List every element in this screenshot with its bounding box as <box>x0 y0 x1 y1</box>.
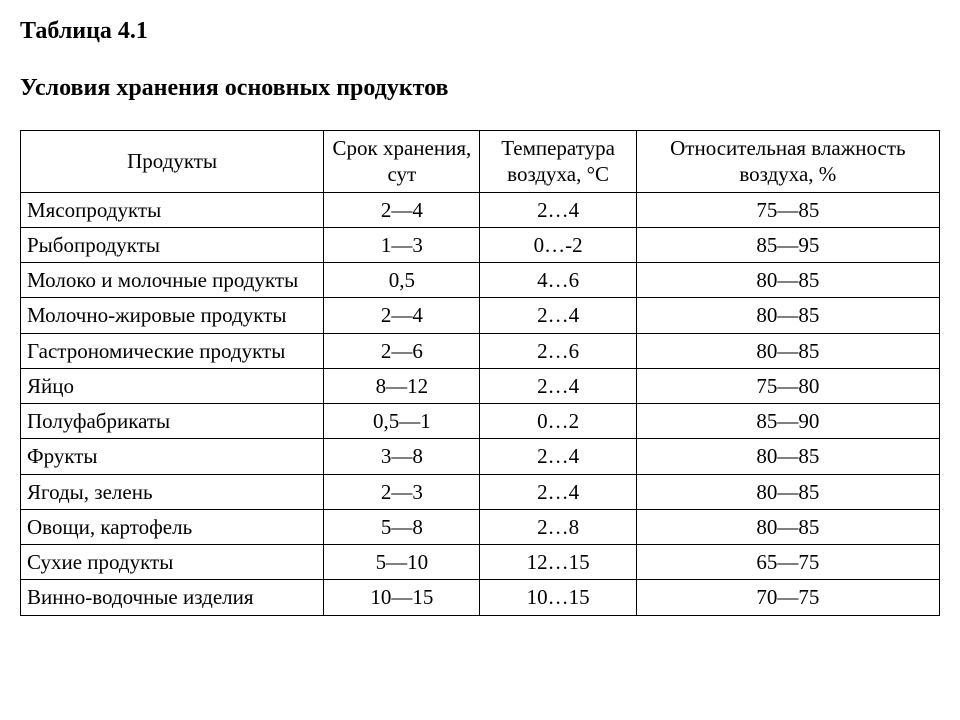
cell-product: Яйцо <box>21 368 324 403</box>
cell-temperature: 4…6 <box>480 263 636 298</box>
cell-product: Рыбопродукты <box>21 227 324 262</box>
cell-temperature: 2…8 <box>480 509 636 544</box>
cell-temperature: 2…4 <box>480 368 636 403</box>
cell-product: Полуфабрикаты <box>21 404 324 439</box>
cell-product: Фрукты <box>21 439 324 474</box>
col-header-product: Продукты <box>21 131 324 193</box>
storage-conditions-table: Продукты Срок хранения, сут Температура … <box>20 130 940 616</box>
cell-temperature: 2…4 <box>480 439 636 474</box>
cell-shelf-life: 8—12 <box>324 368 480 403</box>
table-number-heading: Таблица 4.1 <box>20 18 940 45</box>
cell-product: Молочно-жировые продукты <box>21 298 324 333</box>
cell-product: Мясопродукты <box>21 192 324 227</box>
cell-temperature: 2…4 <box>480 192 636 227</box>
cell-shelf-life: 5—10 <box>324 545 480 580</box>
cell-shelf-life: 10—15 <box>324 580 480 615</box>
cell-humidity: 85—90 <box>636 404 939 439</box>
cell-shelf-life: 2—6 <box>324 333 480 368</box>
cell-shelf-life: 0,5 <box>324 263 480 298</box>
cell-shelf-life: 2—4 <box>324 298 480 333</box>
cell-humidity: 85—95 <box>636 227 939 262</box>
table-header-row: Продукты Срок хранения, сут Температура … <box>21 131 940 193</box>
table-row: Полуфабрикаты0,5—10…285—90 <box>21 404 940 439</box>
table-body: Мясопродукты2—42…475—85Рыбопродукты1—30…… <box>21 192 940 615</box>
table-row: Мясопродукты2—42…475—85 <box>21 192 940 227</box>
cell-product: Овощи, картофель <box>21 509 324 544</box>
table-row: Гастрономические продукты2—62…680—85 <box>21 333 940 368</box>
table-row: Винно-водочные изделия10—1510…1570—75 <box>21 580 940 615</box>
table-row: Молоко и молочные продукты0,54…680—85 <box>21 263 940 298</box>
table-row: Фрукты3—82…480—85 <box>21 439 940 474</box>
cell-humidity: 65—75 <box>636 545 939 580</box>
cell-shelf-life: 2—4 <box>324 192 480 227</box>
table-row: Овощи, картофель5—82…880—85 <box>21 509 940 544</box>
table-row: Сухие продукты5—1012…1565—75 <box>21 545 940 580</box>
cell-temperature: 10…15 <box>480 580 636 615</box>
cell-shelf-life: 1—3 <box>324 227 480 262</box>
cell-humidity: 70—75 <box>636 580 939 615</box>
cell-shelf-life: 2—3 <box>324 474 480 509</box>
cell-temperature: 2…6 <box>480 333 636 368</box>
cell-temperature: 0…-2 <box>480 227 636 262</box>
cell-temperature: 2…4 <box>480 298 636 333</box>
cell-humidity: 75—85 <box>636 192 939 227</box>
cell-product: Винно-водочные изделия <box>21 580 324 615</box>
table-row: Ягоды, зелень2—32…480—85 <box>21 474 940 509</box>
cell-humidity: 80—85 <box>636 298 939 333</box>
col-header-temp: Температура воздуха, °С <box>480 131 636 193</box>
cell-humidity: 75—80 <box>636 368 939 403</box>
cell-humidity: 80—85 <box>636 474 939 509</box>
cell-product: Ягоды, зелень <box>21 474 324 509</box>
cell-product: Гастрономические продукты <box>21 333 324 368</box>
cell-temperature: 2…4 <box>480 474 636 509</box>
col-header-shelflife: Срок хранения, сут <box>324 131 480 193</box>
table-title-heading: Условия хранения основных продуктов <box>20 75 940 102</box>
table-row: Рыбопродукты1—30…-285—95 <box>21 227 940 262</box>
cell-temperature: 12…15 <box>480 545 636 580</box>
cell-humidity: 80—85 <box>636 439 939 474</box>
cell-temperature: 0…2 <box>480 404 636 439</box>
table-row: Яйцо8—122…475—80 <box>21 368 940 403</box>
cell-shelf-life: 3—8 <box>324 439 480 474</box>
cell-product: Сухие продукты <box>21 545 324 580</box>
cell-shelf-life: 5—8 <box>324 509 480 544</box>
cell-humidity: 80—85 <box>636 509 939 544</box>
cell-humidity: 80—85 <box>636 333 939 368</box>
cell-humidity: 80—85 <box>636 263 939 298</box>
col-header-humidity: Относительная влажность воздуха, % <box>636 131 939 193</box>
cell-product: Молоко и молочные продукты <box>21 263 324 298</box>
cell-shelf-life: 0,5—1 <box>324 404 480 439</box>
table-row: Молочно-жировые продукты2—42…480—85 <box>21 298 940 333</box>
